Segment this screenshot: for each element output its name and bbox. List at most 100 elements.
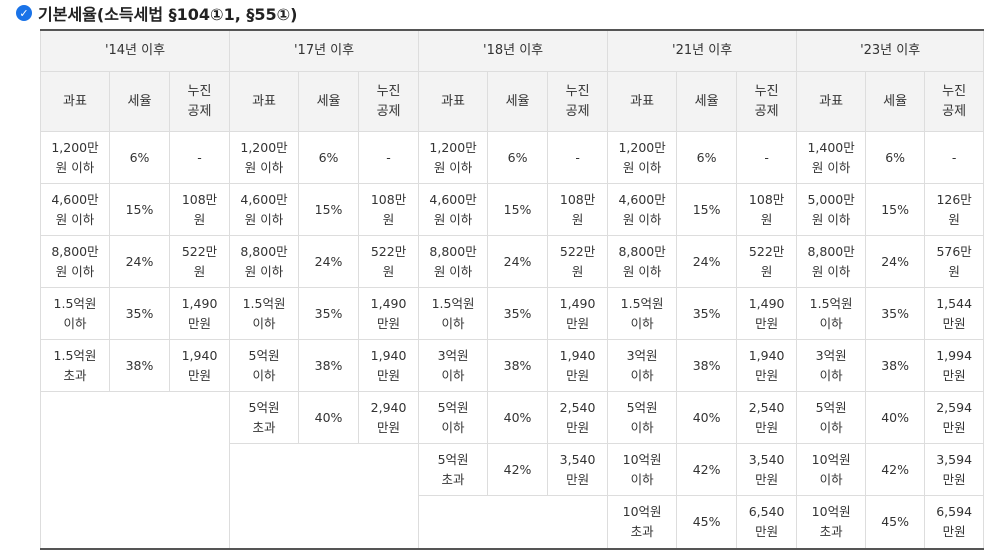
tax-rate-cell: 15% [109,183,170,236]
tax-base-cell: 8,800만 원 이하 [607,235,678,288]
deduction-cell: - [168,131,231,184]
col-header-deduction: 누진 공제 [168,71,231,132]
col-header-deduction: 누진 공제 [924,71,985,132]
tax-rate-cell: 24% [865,235,926,288]
tax-rate-cell: 45% [865,495,926,550]
deduction-cell: 1,940 만원 [736,339,798,392]
deduction-cell: 1,490 만원 [168,287,231,340]
table-row: 1,200만 원 이하 6% - 1,200만 원 이하 6% - 1,200만… [40,131,985,184]
col-header-base: 과표 [607,71,678,132]
col-header-rate: 세율 [865,71,926,132]
tax-base-cell: 1,200만 원 이하 [607,131,678,184]
tax-base-cell: 5억원 이하 [229,339,300,392]
tax-base-cell: 1,200만 원 이하 [418,131,489,184]
deduction-cell: 2,940 만원 [358,391,420,444]
col-header-base: 과표 [40,71,110,132]
deduction-cell: 108만 원 [358,183,420,236]
period-header-row: '14년 이후 '17년 이후 '18년 이후 '21년 이후 '23년 이후 [39,29,985,72]
tax-base-cell: 8,800만 원 이하 [229,235,300,288]
tax-base-cell: 10억원 초과 [607,495,678,550]
tax-base-cell: 1.5억원 이하 [796,287,867,340]
period-header: '18년 이후 [418,29,609,72]
table-row: 1.5억원 이하 35% 1,490 만원 1.5억원 이하 35% 1,490… [40,287,985,340]
tax-base-cell: 1.5억원 초과 [40,339,110,392]
tax-rate-cell: 38% [676,339,738,392]
deduction-cell: 576만 원 [924,235,985,288]
col-header-rate: 세율 [487,71,549,132]
tax-rate-cell: 6% [487,131,549,184]
deduction-cell: 522만 원 [736,235,798,288]
tax-rate-cell: 15% [865,183,926,236]
tax-rate-cell: 38% [487,339,549,392]
tax-rate-cell: 40% [487,391,549,444]
period-header: '21년 이후 [607,29,798,72]
tax-rate-cell: 15% [487,183,549,236]
tax-rate-cell: 38% [865,339,926,392]
deduction-cell: 522만 원 [168,235,231,288]
period-header: '23년 이후 [796,29,985,72]
col-header-base: 과표 [418,71,489,132]
tax-rate-cell: 6% [109,131,170,184]
table-row: 1.5억원 초과 38% 1,940 만원 5억원 이하 38% 1,940 만… [40,339,985,392]
tax-rate-cell: 6% [676,131,738,184]
deduction-cell: 6,540 만원 [736,495,798,550]
deduction-cell: 3,540 만원 [736,443,798,496]
tax-base-cell: 10억원 이하 [607,443,678,496]
deduction-cell: 1,544 만원 [924,287,985,340]
table-row: 4,600만 원 이하 15% 108만 원 4,600만 원 이하 15% 1… [40,183,985,236]
deduction-cell: 1,490 만원 [736,287,798,340]
tax-base-cell: 10억원 이하 [796,443,867,496]
deduction-cell: 2,594 만원 [924,391,985,444]
tax-rate-cell: 24% [298,235,360,288]
tax-rate-cell: 35% [109,287,170,340]
tax-rate-cell: 42% [865,443,926,496]
tax-rate-cell: 6% [298,131,360,184]
section-title-text: 기본세율(소득세법 §104①1, §55①) [38,5,298,24]
col-header-deduction: 누진 공제 [358,71,420,132]
table-row: 5억원 초과 42% 3,540 만원 10억원 이하 42% 3,540 만원… [41,443,985,550]
tax-rate-table: '14년 이후 '17년 이후 '18년 이후 '21년 이후 '23년 이후 … [39,29,985,550]
tax-base-cell: 8,800만 원 이하 [796,235,867,288]
tax-rate-cell: 38% [109,339,170,392]
tax-base-cell: 3억원 이하 [418,339,489,392]
deduction-cell: 126만 원 [924,183,985,236]
deduction-cell: 1,994 만원 [924,339,985,392]
tax-rate-cell: 35% [298,287,360,340]
tax-rate-cell: 42% [487,443,549,496]
empty-cell [39,391,231,550]
tax-base-cell: 1.5억원 이하 [229,287,300,340]
tax-base-cell: 5억원 초과 [229,391,300,444]
tax-base-cell: 4,600만 원 이하 [607,183,678,236]
deduction-cell: - [736,131,798,184]
deduction-cell: - [924,131,985,184]
deduction-cell: 3,540 만원 [547,443,609,496]
deduction-cell: 2,540 만원 [547,391,609,444]
deduction-cell: 6,594 만원 [924,495,985,550]
deduction-cell: 108만 원 [168,183,231,236]
tax-rate-cell: 45% [676,495,738,550]
tax-base-cell: 8,800만 원 이하 [418,235,489,288]
tax-rate-cell: 24% [676,235,738,288]
col-header-base: 과표 [229,71,300,132]
tax-rate-cell: 15% [298,183,360,236]
tax-rate-cell: 6% [865,131,926,184]
table-row: 8,800만 원 이하 24% 522만 원 8,800만 원 이하 24% 5… [40,235,985,288]
deduction-cell: 108만 원 [736,183,798,236]
tax-base-cell: 1,400만 원 이하 [796,131,867,184]
deduction-cell: 522만 원 [358,235,420,288]
tax-rate-cell: 24% [109,235,170,288]
col-header-rate: 세율 [109,71,170,132]
tax-base-cell: 5억원 초과 [418,443,489,496]
tax-base-cell: 4,600만 원 이하 [418,183,489,236]
tax-base-cell: 5억원 이하 [607,391,678,444]
col-header-rate: 세율 [676,71,738,132]
col-header-base: 과표 [796,71,867,132]
deduction-cell: 522만 원 [547,235,609,288]
col-header-deduction: 누진 공제 [547,71,609,132]
tax-base-cell: 5억원 이하 [796,391,867,444]
column-header-row: 과표 세율 누진 공제 과표 세율 누진 공제 과표 세율 누진 공제 과표 세… [40,71,985,132]
period-header: '14년 이후 [39,29,231,72]
period-header: '17년 이후 [229,29,420,72]
tax-rate-cell: 40% [298,391,360,444]
section-title: ✓ 기본세율(소득세법 §104①1, §55①) [16,0,298,26]
